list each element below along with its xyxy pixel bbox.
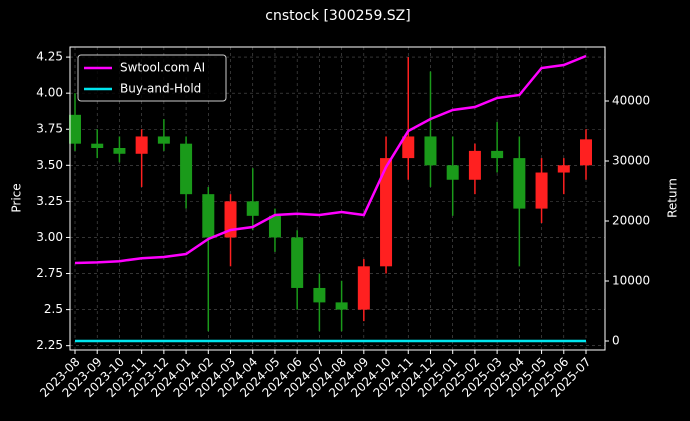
y-tick-label: 3.50	[36, 158, 63, 172]
candle-body	[291, 237, 304, 288]
y-tick-label: 3.25	[36, 194, 63, 208]
y2-tick-label: 30000	[612, 154, 650, 168]
candle-body	[180, 143, 193, 195]
candle-body	[580, 139, 592, 166]
candle-body	[491, 150, 504, 159]
legend-label: Buy-and-Hold	[120, 82, 201, 96]
y2-axis-label: Return	[666, 178, 680, 218]
candle-body	[468, 150, 481, 180]
candle-body	[357, 266, 370, 310]
chart-title: cnstock [300259.SZ]	[265, 8, 410, 24]
line-series	[74, 54, 587, 265]
candle-body	[446, 165, 459, 180]
candle-body	[91, 143, 104, 148]
y-axis-label: Price	[10, 183, 24, 212]
candle-body	[535, 172, 548, 209]
y-tick-label: 4.00	[36, 86, 63, 100]
y-tick-label: 4.25	[36, 50, 63, 64]
candle-body	[424, 136, 437, 166]
candle-body	[202, 194, 215, 238]
y-tick-label: 3.00	[36, 230, 63, 244]
legend-label: Swtool.com AI	[120, 61, 205, 75]
candle-body	[246, 201, 259, 216]
y2-tick-label: 40000	[612, 94, 650, 108]
candle-body	[335, 302, 348, 310]
y-tick-label: 2.75	[36, 266, 63, 280]
legend-box	[77, 54, 227, 102]
candle-body	[557, 165, 570, 173]
plot-frame	[69, 46, 606, 351]
candle-body	[113, 148, 126, 154]
y2-tick-label: 10000	[612, 274, 650, 288]
candle-body	[268, 215, 281, 238]
y-tick-label: 3.75	[36, 122, 63, 136]
candle-body	[313, 287, 326, 303]
candle-body	[513, 158, 526, 209]
y-tick-label: 2.5	[44, 302, 63, 316]
candle-body	[135, 136, 148, 154]
y2-tick-label: 20000	[612, 214, 650, 228]
y2-tick-label: 0	[612, 334, 620, 348]
candle-body	[402, 136, 415, 159]
candle-body	[157, 136, 170, 144]
candle-body	[380, 158, 393, 267]
y-tick-label: 2.25	[36, 338, 63, 352]
candle-body	[69, 114, 81, 144]
